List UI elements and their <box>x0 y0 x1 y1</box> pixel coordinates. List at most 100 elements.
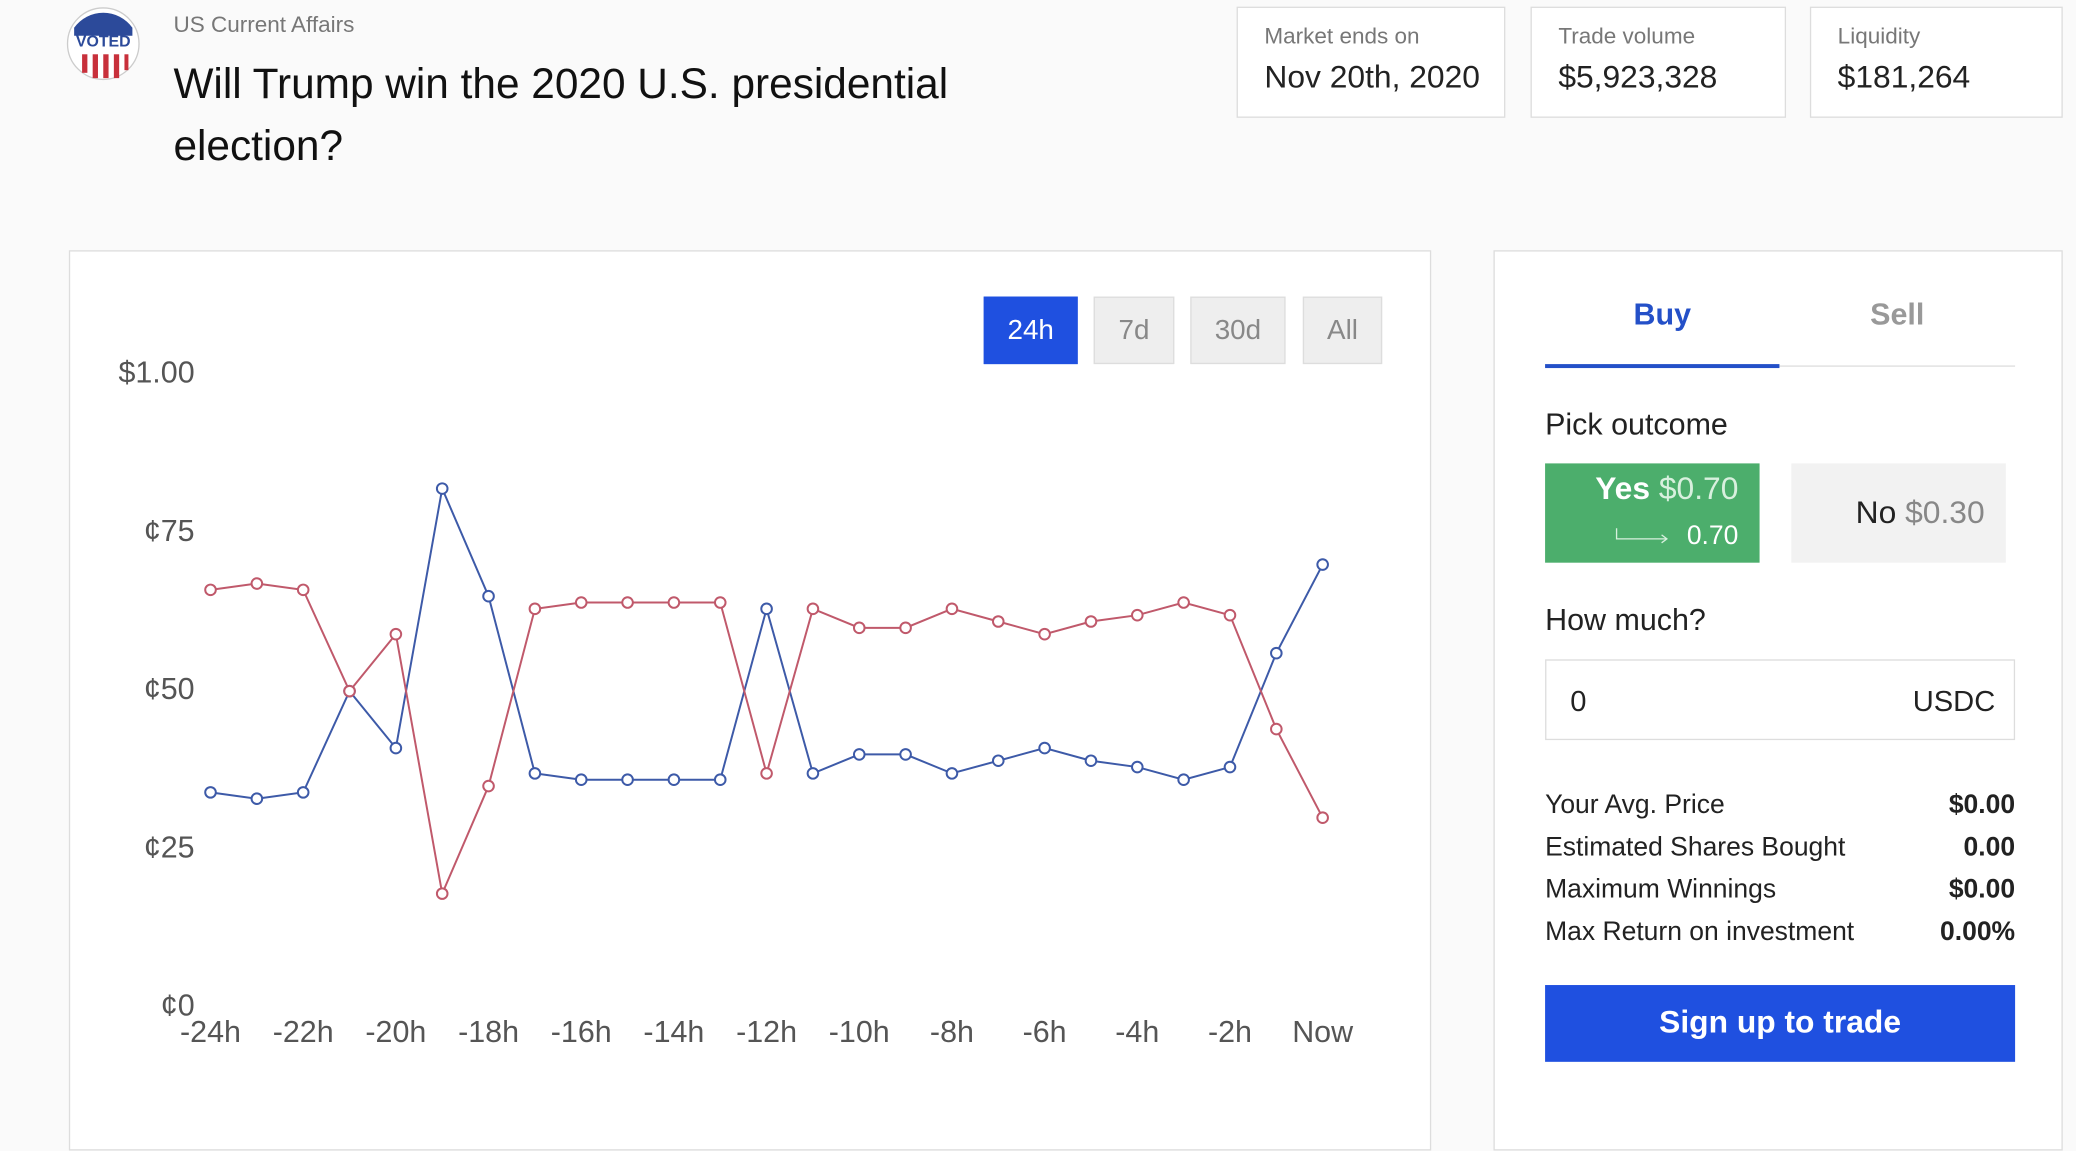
x-tick-label: -14h <box>643 1015 704 1049</box>
data-point <box>204 786 217 799</box>
yes-label: Yes $0.70 <box>1595 471 1738 508</box>
data-point <box>343 684 356 698</box>
stat-value: $181,264 <box>1837 59 1971 96</box>
data-point <box>945 602 959 616</box>
category: US Current Affairs <box>173 11 355 38</box>
yes-price: $0.70 <box>1658 471 1739 508</box>
x-tick-label: -2h <box>1208 1015 1252 1049</box>
y-tick-label: $1.00 <box>118 356 194 390</box>
data-point <box>945 767 959 780</box>
row-value: 0.00 <box>1963 832 2016 862</box>
range-button[interactable]: All <box>1302 296 1383 365</box>
stat-box: Trade volume $5,923,328 <box>1530 6 1787 118</box>
page: {"header":{"icon_text":"VOTED","category… <box>66 6 2063 1151</box>
range-button[interactable]: 30d <box>1190 296 1286 365</box>
data-point <box>1177 596 1190 609</box>
data-point <box>852 748 866 761</box>
row-value: $0.00 <box>1948 875 2016 905</box>
row-label: Estimated Shares Bought <box>1545 832 1846 862</box>
yes-button[interactable]: Yes $0.70 0.70 <box>1545 463 1760 563</box>
body: VOTED US Current Affairs Will Trump win … <box>66 6 2063 1151</box>
data-point <box>806 767 820 780</box>
data-point <box>482 779 495 793</box>
data-point <box>621 596 634 609</box>
voted-icon: VOTED <box>66 7 140 81</box>
yes-name: Yes <box>1595 471 1651 508</box>
data-point <box>435 887 449 900</box>
row-label: Maximum Winnings <box>1545 875 1777 905</box>
data-point <box>204 583 217 597</box>
row-label: Max Return on investment <box>1545 917 1855 947</box>
stat-value: $5,923,328 <box>1558 59 1718 96</box>
data-point <box>991 615 1005 628</box>
no-button[interactable]: No $0.30 <box>1791 463 2006 563</box>
summary-row: Max Return on investment 0.00% <box>1545 918 2015 948</box>
x-tick-label: -12h <box>736 1015 797 1049</box>
market-title: Will Trump win the 2020 U.S. presidentia… <box>173 59 949 170</box>
currency: USDC <box>1912 684 1996 718</box>
data-point <box>852 621 866 635</box>
data-point <box>991 754 1005 768</box>
series-line <box>210 485 1324 800</box>
stat-label: Market ends on <box>1264 23 1420 49</box>
no-price: $0.30 <box>1905 495 1985 531</box>
stat-label: Liquidity <box>1837 23 1921 49</box>
data-point <box>1131 608 1144 622</box>
range-button[interactable]: 24h <box>983 296 1078 365</box>
x-tick-label: -6h <box>1023 1015 1067 1049</box>
signup-button[interactable]: Sign up to trade <box>1545 985 2016 1062</box>
buy-tab[interactable]: Buy <box>1633 296 1692 331</box>
data-point <box>1270 722 1283 736</box>
data-point <box>760 767 773 780</box>
data-point <box>435 482 449 495</box>
series-line <box>210 582 1324 898</box>
row-value: $0.00 <box>1948 790 2016 820</box>
data-point <box>574 596 588 609</box>
data-point <box>1270 646 1283 660</box>
data-point <box>899 748 912 761</box>
summary-row: Your Avg. Price $0.00 <box>1545 790 2015 820</box>
x-tick-label: -16h <box>551 1015 612 1049</box>
data-point <box>528 602 542 616</box>
range-button[interactable]: 7d <box>1093 296 1175 365</box>
change-arrow <box>1615 528 1668 544</box>
amount-input[interactable]: 0 USDC <box>1545 659 2016 741</box>
data-point <box>899 621 912 635</box>
sell-tab[interactable]: Sell <box>1870 296 1925 331</box>
data-point <box>713 596 727 609</box>
row-value: 0.00% <box>1940 917 2016 947</box>
data-point <box>1316 811 1329 824</box>
data-point <box>482 589 495 603</box>
y-tick-label: ¢50 <box>144 672 195 706</box>
data-point <box>389 627 403 641</box>
screen: VOTED US Current Affairs Will Trump win … <box>66 6 2063 1151</box>
tab-underline <box>1545 364 1780 369</box>
x-tick-label: -8h <box>930 1015 974 1049</box>
icon-text: VOTED <box>76 34 131 51</box>
yes-change: 0.70 <box>1686 521 1739 551</box>
amount-label: How much? <box>1545 602 1706 637</box>
data-point <box>1223 760 1237 774</box>
data-point <box>1084 615 1098 628</box>
x-tick-label: -24h <box>180 1015 241 1049</box>
data-point <box>296 786 310 799</box>
chart: ¢0 ¢25 ¢50 ¢75 $1.00 -24h -22h -20h -18h -16h -14h… <box>118 356 1354 1049</box>
data-point <box>667 596 681 609</box>
stat-box: Market ends on Nov 20th, 2020 <box>1236 6 1506 118</box>
x-tick-label: Now <box>1292 1015 1354 1049</box>
data-point <box>1177 773 1190 787</box>
y-tick-label: ¢75 <box>144 514 195 548</box>
y-tick-label: ¢25 <box>144 830 195 864</box>
icon-top <box>74 12 133 36</box>
x-tick-label: -4h <box>1115 1015 1159 1049</box>
pick-label: Pick outcome <box>1545 406 1728 441</box>
data-point <box>1038 627 1051 641</box>
data-point <box>1084 754 1098 768</box>
no-label: No $0.30 <box>1856 495 1985 532</box>
x-tick-label: -20h <box>365 1015 426 1049</box>
data-point <box>667 773 681 787</box>
chart-card: ¢0 ¢25 ¢50 ¢75 $1.00 -24h -22h -20h -18h -16h -14h… <box>68 250 1432 1151</box>
data-point <box>250 577 264 590</box>
x-tick-label: -22h <box>273 1015 334 1049</box>
x-tick-label: -18h <box>458 1015 519 1049</box>
